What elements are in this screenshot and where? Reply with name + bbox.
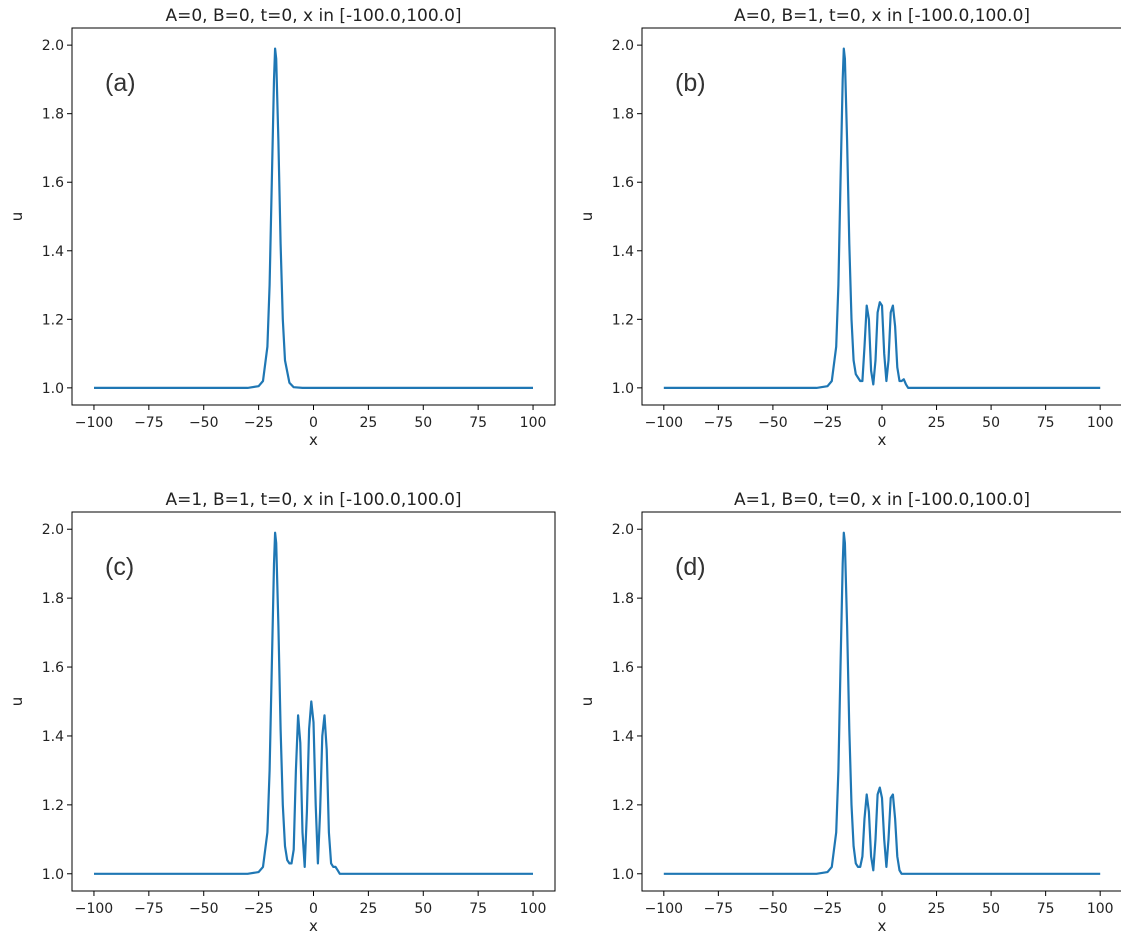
x-axis-label: x [309,917,318,935]
series-line-1 [94,47,533,389]
chart-panel-1: A=0, B=0, t=0, x in [-100.0,100.0] −100 −7… [8,6,556,449]
panel-label: (c) [105,553,134,581]
y-tick-label: 1.0 [42,867,64,883]
y-tick-label: 1.0 [612,381,634,397]
x-tick-label: 25 [928,415,946,431]
x-tick-label: 100 [520,415,547,431]
plot-frame [71,511,556,892]
y-tick-label: 1.2 [42,312,64,328]
x-tick-label: 0 [878,415,887,431]
x-tick-label: −25 [244,901,274,917]
chart-title: A=1, B=1, t=0, x in [-100.0,100.0] [165,490,461,510]
y-tick-label: 1.6 [42,175,64,191]
x-tick-label: 50 [414,901,432,917]
x-axis-label: x [878,917,887,935]
chart-title: A=1, B=0, t=0, x in [-100.0,100.0] [734,490,1030,510]
panel-label: (a) [105,69,136,97]
y-tick-label: 1.8 [42,107,64,123]
chart-panel-3: A=1, B=1, t=0, x in [-100.0,100.0] −100 −7… [8,490,556,935]
x-axis-label: x [878,431,887,449]
x-tick-label: −100 [75,901,113,917]
x-tick-label: −100 [75,415,113,431]
y-tick-label: 1.8 [42,591,64,607]
x-tick-label: −75 [134,415,164,431]
x-tick-label: −50 [189,415,219,431]
y-tick-label: 1.6 [612,175,634,191]
plot-frame [641,511,1121,892]
y-tick-label: 1.2 [612,312,634,328]
chart-panel-2: A=0, B=1, t=0, x in [-100.0,100.0] −100 −7… [578,6,1121,449]
x-tick-label: 50 [982,901,1000,917]
x-tick-label: 0 [309,901,318,917]
x-tick-label: −25 [244,415,274,431]
y-tick-label: 1.8 [612,591,634,607]
y-tick-label: 2.0 [612,38,634,54]
x-tick-label: 50 [414,415,432,431]
x-tick-label: 75 [469,901,487,917]
x-tick-label: −100 [645,415,683,431]
y-tick-label: 1.2 [42,798,64,814]
y-tick-label: 1.4 [42,729,64,745]
y-tick-label: 1.2 [612,798,634,814]
x-tick-label: 50 [982,415,1000,431]
y-axis-label: u [8,697,26,707]
panel-label: (b) [675,69,706,97]
x-tick-label: −75 [704,901,734,917]
y-tick-label: 1.4 [42,244,64,260]
x-tick-label: −75 [704,415,734,431]
x-tick-label: 100 [1087,415,1114,431]
x-tick-label: −25 [813,415,843,431]
y-tick-label: 2.0 [42,38,64,54]
x-tick-label: −25 [813,901,843,917]
x-tick-label: −50 [758,415,788,431]
x-tick-label: 100 [1087,901,1114,917]
x-tick-label: −50 [189,901,219,917]
chart-title: A=0, B=1, t=0, x in [-100.0,100.0] [734,6,1030,26]
y-tick-label: 1.8 [612,107,634,123]
x-tick-label: 25 [359,415,377,431]
x-tick-label: 0 [878,901,887,917]
y-axis-label: u [578,212,596,222]
chart-title: A=0, B=0, t=0, x in [-100.0,100.0] [165,6,461,26]
x-tick-label: 0 [309,415,318,431]
chart-panel-4: A=1, B=0, t=0, x in [-100.0,100.0] −100 −7… [578,490,1121,935]
series-line-1 [663,47,1101,389]
x-tick-label: −75 [134,901,164,917]
x-tick-label: 75 [469,415,487,431]
y-tick-label: 1.0 [42,381,64,397]
y-tick-label: 1.0 [612,867,634,883]
x-tick-label: 75 [1037,901,1055,917]
x-tick-label: −50 [758,901,788,917]
y-tick-label: 1.4 [612,729,634,745]
panel-label: (d) [675,553,706,581]
x-tick-label: −100 [645,901,683,917]
y-tick-label: 1.4 [612,244,634,260]
y-axis-label: u [578,697,596,707]
series-line-1 [663,531,1101,875]
x-tick-label: 25 [928,901,946,917]
plot-frame [71,27,556,406]
series-line-1 [94,531,533,875]
y-tick-label: 2.0 [42,522,64,538]
x-tick-label: 75 [1037,415,1055,431]
plot-frame [641,27,1121,406]
x-axis-label: x [309,431,318,449]
y-tick-label: 2.0 [612,522,634,538]
y-axis-label: u [8,212,26,222]
x-tick-label: 100 [520,901,547,917]
y-tick-label: 1.6 [42,660,64,676]
y-tick-label: 1.6 [612,660,634,676]
x-tick-label: 25 [359,901,377,917]
